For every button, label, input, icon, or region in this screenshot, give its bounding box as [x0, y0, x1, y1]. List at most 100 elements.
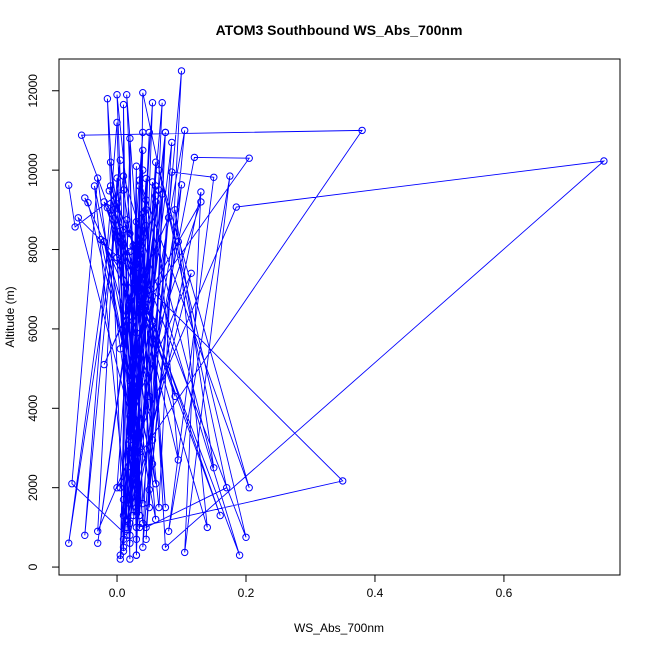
- data-point: [142, 222, 150, 230]
- data-point: [100, 360, 108, 369]
- data-point: [148, 178, 157, 186]
- data-point: [123, 317, 131, 325]
- data-point: [116, 237, 125, 246]
- x-tick-label: 0.2: [238, 586, 255, 600]
- data-point: [158, 190, 166, 198]
- data-point: [145, 486, 154, 494]
- data-point: [152, 158, 160, 166]
- data-point: [235, 551, 244, 559]
- data-point: [126, 446, 134, 454]
- data-point: [123, 91, 131, 99]
- data-point: [245, 154, 253, 162]
- data-point: [158, 99, 166, 107]
- data-point: [139, 89, 147, 97]
- data-point: [600, 157, 608, 165]
- data-point: [84, 199, 92, 207]
- data-point: [210, 464, 218, 472]
- data-point: [148, 317, 157, 325]
- data-point: [152, 198, 160, 206]
- data-point: [216, 511, 224, 520]
- data-point: [181, 548, 189, 557]
- data-point: [223, 484, 231, 492]
- data-point: [164, 214, 173, 222]
- x-axis: 0.0 0.2 0.4 0.6: [109, 574, 513, 600]
- data-point: [135, 245, 144, 254]
- data-point: [94, 539, 102, 547]
- data-point: [168, 168, 176, 176]
- data-point: [126, 376, 134, 385]
- data-point: [245, 484, 253, 492]
- data-point: [110, 206, 118, 214]
- data-point: [105, 187, 114, 195]
- data-point: [100, 198, 108, 206]
- data-point: [177, 67, 186, 75]
- x-tick-label: 0.4: [367, 586, 384, 600]
- data-point: [135, 182, 144, 190]
- data-point: [187, 269, 195, 277]
- y-tick-label: 4000: [26, 395, 40, 422]
- data-point: [177, 181, 186, 189]
- data-point: [161, 543, 170, 551]
- data-point: [132, 535, 141, 543]
- data-point: [339, 477, 347, 485]
- data-point: [100, 237, 108, 246]
- data-point: [132, 329, 141, 337]
- data-point: [139, 499, 147, 508]
- data-point: [113, 118, 121, 127]
- data-point: [65, 181, 73, 189]
- data-point: [142, 267, 150, 276]
- data-point: [135, 176, 144, 184]
- data-point: [139, 128, 147, 137]
- data-point: [119, 186, 128, 194]
- data-point: [94, 527, 102, 535]
- data-point: [152, 515, 160, 524]
- data-point: [232, 203, 241, 211]
- data-point: [135, 448, 144, 456]
- data-point: [132, 503, 141, 512]
- data-point: [123, 216, 131, 224]
- data-point: [119, 535, 128, 543]
- x-axis-label: WS_Abs_700nm: [294, 621, 384, 635]
- data-point: [142, 196, 150, 204]
- data-point: [126, 436, 134, 444]
- data-point: [116, 551, 125, 559]
- chart-title: ATOM3 Southbound WS_Abs_700nm: [216, 22, 463, 38]
- data-point: [161, 503, 170, 512]
- data-point: [135, 523, 144, 532]
- data-point: [242, 533, 250, 541]
- data-point: [71, 223, 79, 231]
- data-point: [65, 539, 73, 547]
- data-point: [164, 527, 173, 535]
- data-point: [74, 214, 83, 222]
- data-point: [126, 531, 134, 539]
- data-point: [119, 495, 128, 504]
- data-point: [129, 404, 137, 412]
- y-tick-label: 6000: [26, 315, 40, 342]
- data-point: [142, 206, 150, 214]
- data-point: [113, 222, 121, 230]
- data-point: [106, 182, 115, 190]
- y-axis-label: Altitude (m): [3, 286, 17, 347]
- data-point: [171, 392, 179, 401]
- data-point: [210, 173, 218, 182]
- y-axis: 0 2000 4000 6000 8000 10000 12000: [26, 74, 60, 570]
- data-point: [171, 206, 179, 214]
- x-tick-label: 0.0: [109, 586, 126, 600]
- data-point: [139, 543, 147, 551]
- data-point: [126, 412, 134, 420]
- data-point: [103, 204, 112, 212]
- data-point: [142, 319, 150, 327]
- data-point: [148, 99, 157, 107]
- y-tick-label: 0: [26, 563, 40, 570]
- data-point: [174, 456, 183, 464]
- data-point: [94, 174, 102, 182]
- data-point: [197, 188, 205, 196]
- data-point: [139, 146, 147, 155]
- y-tick-label: 10000: [26, 153, 40, 187]
- data-point: [119, 543, 128, 551]
- data-point: [113, 174, 121, 182]
- data-point: [132, 285, 141, 293]
- data-point: [126, 229, 134, 238]
- data-point: [148, 436, 157, 444]
